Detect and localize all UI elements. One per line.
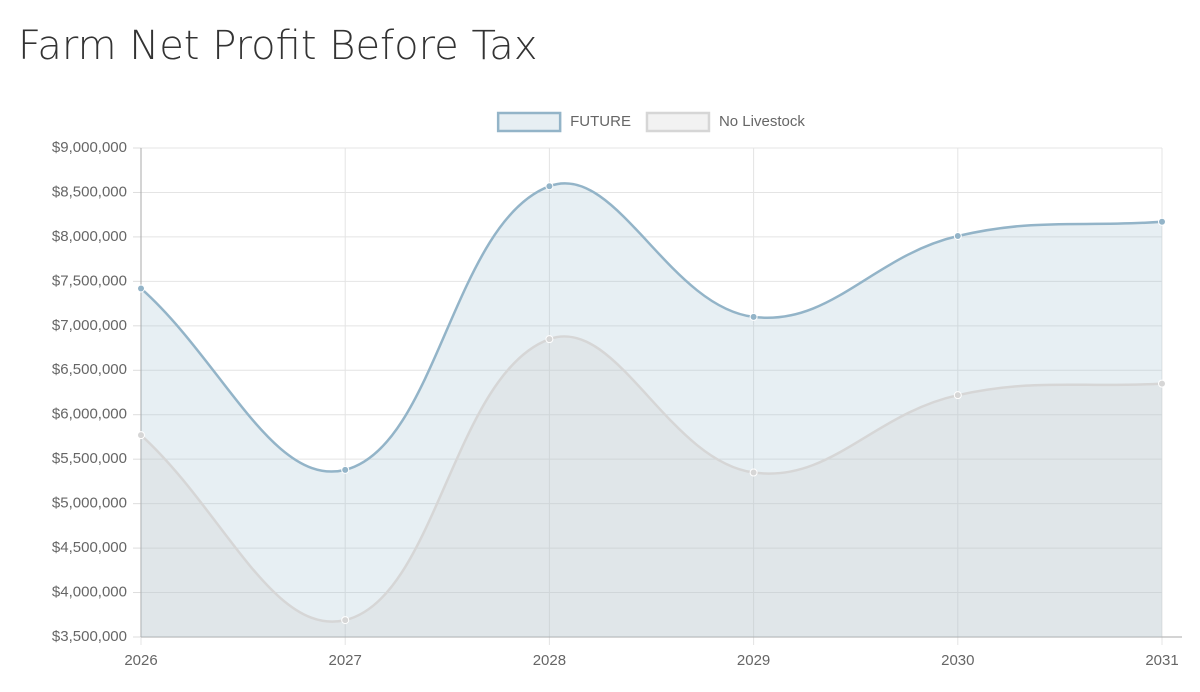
legend-swatch [645,111,711,133]
x-tick-label: 2030 [941,652,974,669]
y-tick-label: $9,000,000 [52,139,127,156]
x-tick-label: 2026 [124,652,157,669]
y-tick-label: $5,500,000 [52,450,127,467]
data-point [953,232,962,241]
data-point [137,284,145,293]
legend-label: FUTURE [570,113,631,130]
legend-label: No Livestock [719,113,805,130]
data-point [545,335,554,344]
y-tick-label: $4,500,000 [52,539,127,556]
y-tick-label: $5,000,000 [52,495,127,512]
y-tick-label: $6,000,000 [52,406,127,423]
y-tick-label: $8,000,000 [52,228,127,245]
y-tick-label: $3,500,000 [52,628,127,645]
y-tick-label: $4,000,000 [52,584,127,601]
series-area [141,183,1162,638]
data-point [545,182,554,191]
data-point [953,391,962,400]
legend-swatch [496,111,562,133]
y-tick-label: $7,000,000 [52,317,127,334]
y-tick-label: $6,500,000 [52,361,127,378]
y-tick-label: $8,500,000 [52,183,127,200]
data-point [341,616,350,625]
x-tick-label: 2027 [329,652,362,669]
data-point [341,465,350,474]
data-point [749,312,758,321]
x-tick-label: 2028 [533,652,566,669]
data-point [1158,217,1166,226]
chart-title: Farm Net Profit Before Tax [18,23,538,69]
series-area [141,336,1162,637]
x-tick-label: 2031 [1145,652,1178,669]
data-point [1158,379,1166,388]
data-point [749,468,758,477]
y-tick-label: $7,500,000 [52,272,127,289]
data-point [137,431,145,440]
x-tick-label: 2029 [737,652,770,669]
